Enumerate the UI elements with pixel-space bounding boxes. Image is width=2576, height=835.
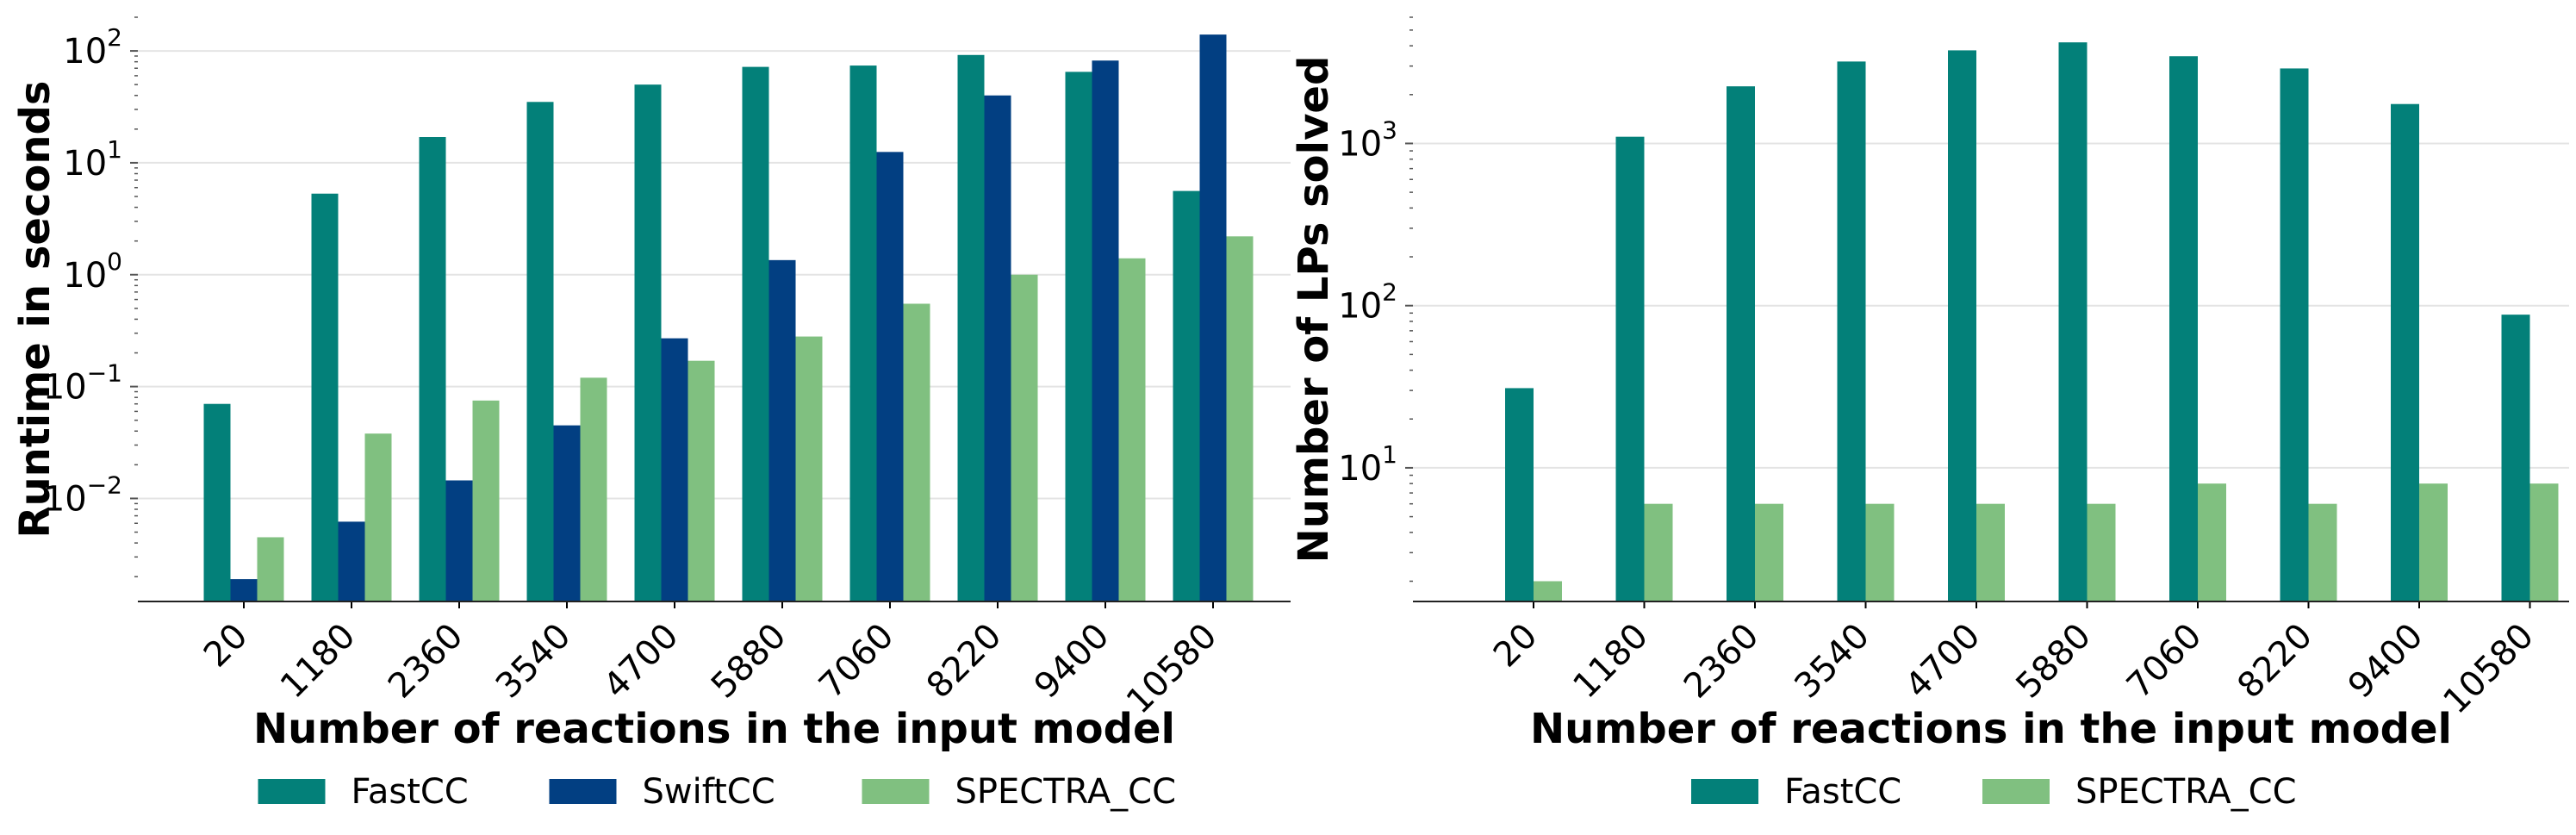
x-tick-label: 2360 [1677,616,1767,707]
y-tick-label: 102 [63,23,122,72]
bar-spectra-cc-10580 [2529,483,2559,601]
x-tick-label: 20 [196,616,256,676]
y-tick-label: 102 [1338,278,1397,327]
bar-spectra-cc-2360 [472,400,500,601]
y-tick-label: 101 [1338,440,1397,489]
bar-spectra-cc-5880 [2087,503,2116,601]
y-tick-label: 101 [63,135,122,184]
x-axis-title: Number of reactions in the input model [253,705,1175,753]
legend-label: SPECTRA_CC [2075,772,2297,812]
bar-swiftcc-7060 [876,152,904,602]
y-tick-label: 100 [63,247,122,296]
bar-swiftcc-10580 [1199,34,1227,602]
bar-fastcc-9400 [2391,103,2419,601]
bar-spectra-cc-4700 [688,360,715,601]
bar-spectra-cc-8220 [1011,274,1038,601]
bar-spectra-cc-4700 [1976,503,2005,601]
x-tick-label: 7060 [812,616,902,707]
legend-swatch [862,779,930,804]
x-tick-label: 8220 [919,616,1010,707]
x-tick-label: 20 [1486,616,1546,676]
bar-spectra-cc-9400 [1118,258,1146,601]
bar-spectra-cc-2360 [1755,503,1783,601]
bar-fastcc-2360 [419,137,446,602]
bar-spectra-cc-1180 [1644,503,1673,601]
bar-fastcc-4700 [634,84,662,602]
bar-swiftcc-4700 [661,338,688,601]
bar-fastcc-8220 [957,54,985,601]
bar-spectra-cc-20 [257,537,284,601]
bar-spectra-cc-3540 [1865,503,1895,601]
legend-swatch [549,779,617,804]
x-tick-label: 9400 [1027,616,1117,707]
bar-swiftcc-1180 [338,521,365,601]
lp-count-chart: 20 1180 2360 3540 4700 5880 7060 8220 9400 105801… [1290,16,2569,812]
bar-fastcc-4700 [1948,50,1976,602]
x-tick-label: 5880 [704,616,794,707]
x-tick-label: 5880 [2008,616,2099,707]
bar-fastcc-5880 [742,66,769,602]
x-tick-label: 4700 [1898,616,1988,707]
x-tick-label: 4700 [596,616,687,707]
x-tick-label: 7060 [2119,616,2210,707]
legend-swatch [1691,779,1758,804]
legend-label: SPECTRA_CC [955,772,1177,812]
bar-spectra-cc-9400 [2419,483,2448,601]
bar-swiftcc-20 [230,579,258,601]
legend-swatch [258,779,326,804]
bar-fastcc-2360 [1727,86,1755,602]
y-axis-title: Number of LPs solved [1290,56,1338,564]
runtime-chart: 20 1180 2360 3540 4700 5880 7060 8220 9400 105801… [11,16,1291,812]
bar-swiftcc-8220 [984,95,1011,602]
bar-fastcc-7060 [2169,56,2198,601]
x-tick-label: 1180 [1565,616,1656,707]
legend: FastCC SwiftCC SPECTRA_CC [258,772,1177,812]
bar-fastcc-5880 [2058,42,2088,602]
x-tick-label: 2360 [381,616,471,707]
x-tick-label: 8220 [2230,616,2320,707]
legend-label: SwiftCC [643,772,775,812]
bar-fastcc-10580 [1173,190,1200,601]
x-tick-label: 3540 [488,616,579,707]
legend-label: FastCC [352,772,469,812]
x-tick-label: 9400 [2341,616,2431,707]
bar-spectra-cc-20 [1534,581,1562,601]
bar-swiftcc-5880 [768,259,796,601]
bar-fastcc-20 [203,403,231,601]
x-tick-label: 3540 [1787,616,1877,707]
bar-spectra-cc-8220 [2308,503,2337,601]
y-tick-label: 10−2 [43,470,122,519]
bar-fastcc-3540 [526,102,554,601]
legend-label: FastCC [1784,772,1901,812]
legend: FastCC SPECTRA_CC [1691,772,2297,812]
y-axis-title: Runtime in seconds [11,81,59,539]
x-axis-title: Number of reactions in the input model [1530,705,2452,753]
bar-fastcc-8220 [2280,68,2309,601]
bar-swiftcc-3540 [553,425,581,601]
bar-spectra-cc-3540 [580,377,607,601]
x-tick-label: 1180 [273,616,364,707]
bar-fastcc-1180 [1615,136,1645,601]
bar-spectra-cc-7060 [2198,483,2226,601]
bar-fastcc-10580 [2501,315,2530,601]
bar-swiftcc-9400 [1092,60,1119,602]
bar-spectra-cc-7060 [903,303,930,601]
bar-fastcc-7060 [849,65,877,602]
bar-swiftcc-2360 [445,480,473,601]
legend-swatch [1982,779,2050,804]
y-tick-label: 10−1 [43,359,122,408]
bar-fastcc-1180 [311,193,339,601]
bar-fastcc-3540 [1837,61,1866,601]
bar-fastcc-20 [1505,388,1534,601]
y-tick-label: 103 [1338,115,1397,164]
bar-spectra-cc-10580 [1226,236,1254,601]
bar-spectra-cc-1180 [364,433,392,601]
bar-spectra-cc-5880 [795,336,823,601]
bar-fastcc-9400 [1065,72,1092,602]
